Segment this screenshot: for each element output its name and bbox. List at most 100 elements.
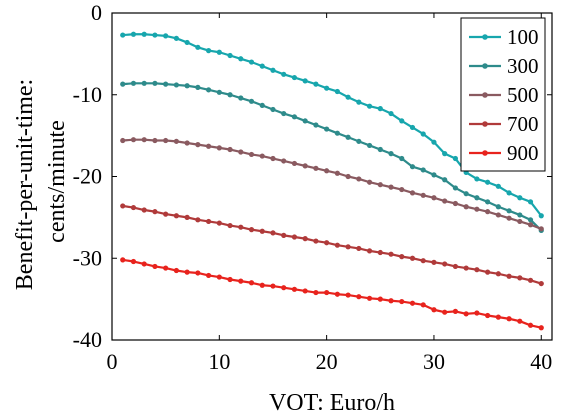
data-point — [184, 269, 190, 275]
data-point — [463, 265, 469, 271]
legend-label: 100 — [507, 25, 539, 49]
data-point — [302, 118, 308, 124]
data-point — [388, 251, 394, 257]
data-point — [216, 145, 222, 151]
data-point — [442, 309, 448, 315]
data-point — [163, 265, 169, 271]
data-point — [130, 258, 137, 265]
data-point — [527, 277, 534, 283]
data-point — [302, 288, 308, 294]
data-point — [281, 110, 287, 117]
data-point — [366, 142, 373, 149]
data-point — [216, 274, 222, 280]
data-point — [216, 49, 222, 55]
data-point — [281, 158, 287, 164]
data-point — [173, 213, 179, 219]
data-point — [205, 87, 212, 93]
data-point — [399, 155, 405, 162]
x-tick-label: 20 — [316, 349, 338, 374]
data-point — [366, 248, 373, 254]
data-point — [463, 191, 469, 197]
data-point — [248, 98, 255, 104]
data-point — [527, 217, 534, 223]
data-point — [216, 220, 222, 226]
data-point — [431, 172, 437, 178]
data-point — [238, 224, 244, 230]
legend-label: 700 — [507, 112, 539, 136]
data-point — [399, 298, 405, 305]
data-point — [227, 276, 233, 283]
legend-item-500: 500 — [469, 83, 539, 107]
data-point — [495, 183, 501, 189]
data-point — [130, 31, 137, 37]
data-point — [270, 67, 276, 73]
data-point — [173, 35, 179, 41]
data-point — [474, 267, 480, 273]
data-point — [259, 153, 265, 159]
data-point — [334, 88, 340, 95]
series-line — [122, 33, 543, 217]
data-point — [324, 168, 330, 174]
y-axis: 0 -10 -20 -30 -40 — [73, 0, 552, 352]
data-point — [334, 291, 340, 297]
data-point — [141, 31, 147, 37]
data-point — [377, 182, 383, 188]
series-group — [120, 31, 544, 331]
data-point — [345, 292, 351, 298]
data-point — [506, 273, 512, 279]
data-point — [527, 222, 534, 228]
data-point — [173, 138, 179, 144]
data-point — [356, 176, 362, 182]
data-point — [313, 238, 319, 244]
data-point — [517, 275, 523, 281]
legend-item-100: 100 — [469, 25, 539, 49]
data-point — [270, 155, 276, 162]
legend-marker — [482, 121, 488, 127]
data-point — [366, 103, 373, 109]
data-point — [356, 245, 362, 252]
data-point — [324, 85, 330, 91]
data-point — [377, 249, 383, 256]
data-point — [120, 257, 126, 263]
data-point — [302, 236, 308, 242]
data-point — [388, 151, 394, 157]
series-100 — [120, 31, 544, 219]
data-point — [474, 310, 480, 316]
series-500 — [120, 137, 544, 232]
legend-marker — [482, 63, 488, 69]
data-point — [485, 269, 491, 275]
data-point — [163, 137, 169, 144]
legend-item-700: 700 — [469, 112, 539, 136]
data-point — [442, 198, 448, 204]
data-point — [463, 311, 469, 317]
data-point — [345, 244, 351, 250]
data-point — [431, 259, 437, 265]
data-point — [313, 81, 319, 87]
data-point — [334, 170, 340, 176]
y-tick-label: -30 — [73, 245, 102, 270]
data-point — [130, 204, 137, 211]
data-point — [409, 190, 416, 196]
data-point — [227, 92, 233, 98]
data-point — [377, 146, 383, 153]
data-point — [452, 308, 459, 314]
data-point — [442, 151, 448, 157]
legend-label: 300 — [507, 54, 539, 78]
series-700 — [120, 203, 544, 287]
data-point — [388, 298, 394, 304]
data-point — [291, 234, 298, 240]
legend: 100 300 500 700 900 — [460, 17, 546, 172]
data-point — [248, 59, 255, 65]
data-point — [474, 195, 480, 201]
data-point — [195, 270, 201, 276]
data-point — [281, 71, 287, 77]
y-tick-label: -40 — [73, 327, 102, 352]
data-point — [270, 283, 276, 289]
data-point — [485, 179, 491, 185]
data-point — [538, 280, 544, 287]
data-point — [120, 32, 126, 38]
data-point — [270, 106, 276, 113]
data-point — [517, 195, 523, 201]
data-point — [538, 226, 544, 232]
data-point — [291, 114, 298, 120]
